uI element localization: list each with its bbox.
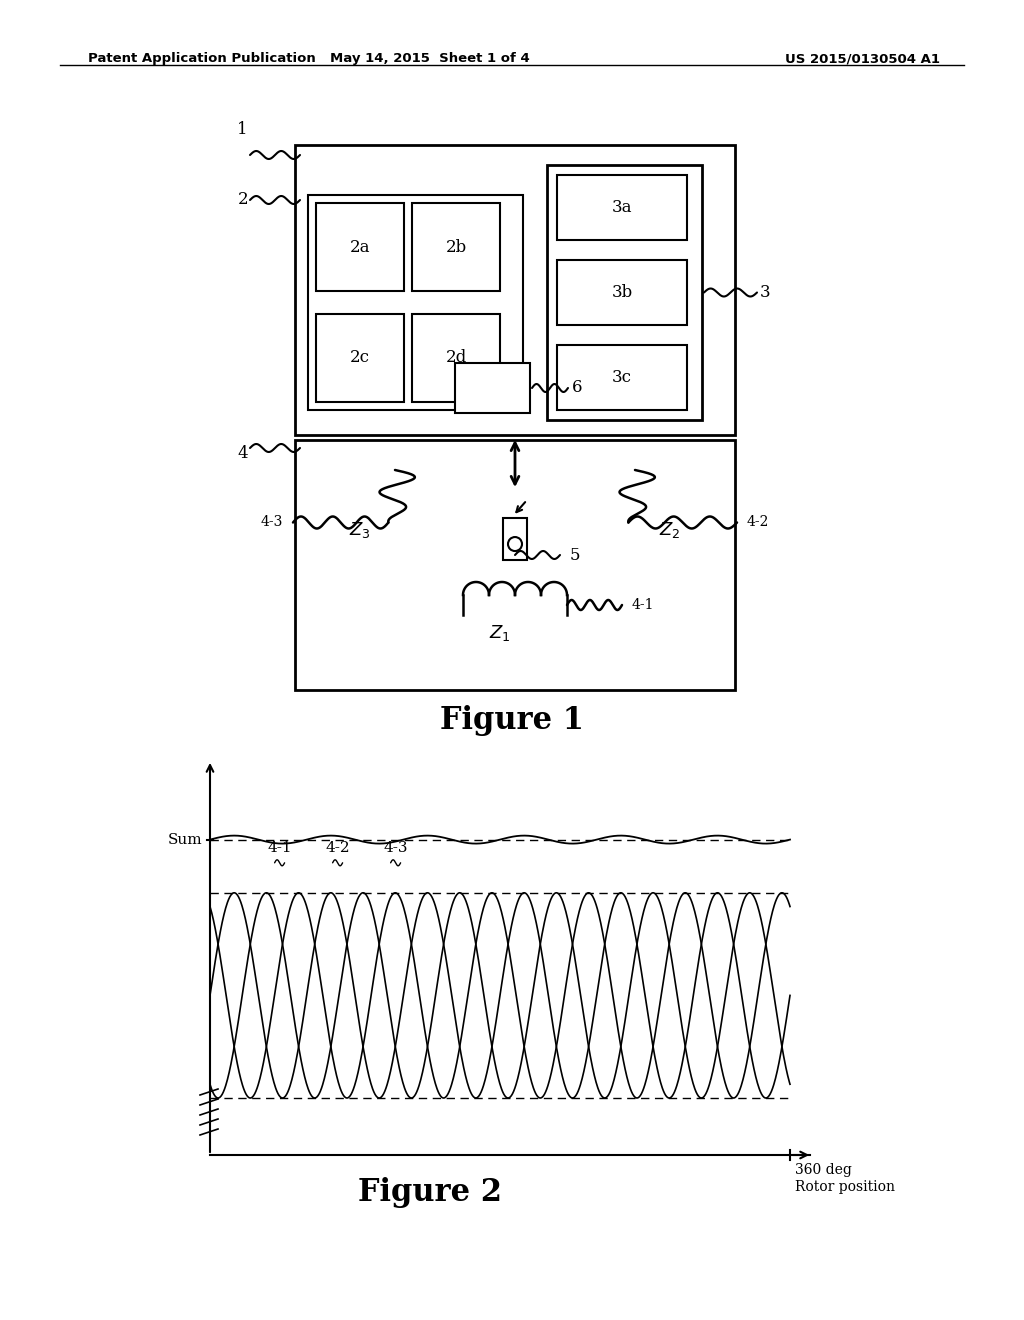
Text: $Z_1$: $Z_1$ [489,623,511,643]
Text: $Z_2$: $Z_2$ [659,520,681,540]
Text: 3c: 3c [612,370,632,385]
Bar [295,145,735,436]
Text: Figure 1: Figure 1 [440,705,584,735]
Bar [412,203,500,290]
Text: US 2015/0130504 A1: US 2015/0130504 A1 [785,51,940,65]
Bar [503,517,527,560]
Bar [547,165,702,420]
Text: Patent Application Publication: Patent Application Publication [88,51,315,65]
Bar [557,176,687,240]
Text: $Z_3$: $Z_3$ [349,520,371,540]
Text: 6: 6 [572,380,583,396]
Bar [455,363,530,413]
Text: 4-3: 4-3 [383,841,408,855]
Bar [316,203,404,290]
Bar [412,314,500,403]
Text: 2c: 2c [350,350,370,367]
Text: 2: 2 [238,191,248,209]
Text: May 14, 2015  Sheet 1 of 4: May 14, 2015 Sheet 1 of 4 [330,51,529,65]
Text: 2b: 2b [445,239,467,256]
Bar [316,314,404,403]
Text: 4-1: 4-1 [267,841,292,855]
Bar [557,260,687,325]
Text: 4-1: 4-1 [632,598,654,612]
Text: 4-2: 4-2 [326,841,350,855]
Text: Sum: Sum [167,833,202,846]
Text: 3: 3 [760,284,771,301]
Text: 4-2: 4-2 [746,516,769,529]
Text: 2a: 2a [350,239,371,256]
Bar [295,440,735,690]
Text: 3a: 3a [611,199,632,216]
Text: 4-3: 4-3 [261,516,283,529]
Text: Rotor position: Rotor position [795,1180,895,1195]
Bar [557,345,687,411]
Bar [308,195,523,411]
Text: 1: 1 [238,121,248,139]
Text: 360 deg: 360 deg [795,1163,852,1177]
Text: 3b: 3b [611,284,633,301]
Text: 5: 5 [570,546,581,564]
Text: 2d: 2d [445,350,467,367]
Text: 4: 4 [238,445,248,462]
Text: Figure 2: Figure 2 [358,1176,502,1208]
